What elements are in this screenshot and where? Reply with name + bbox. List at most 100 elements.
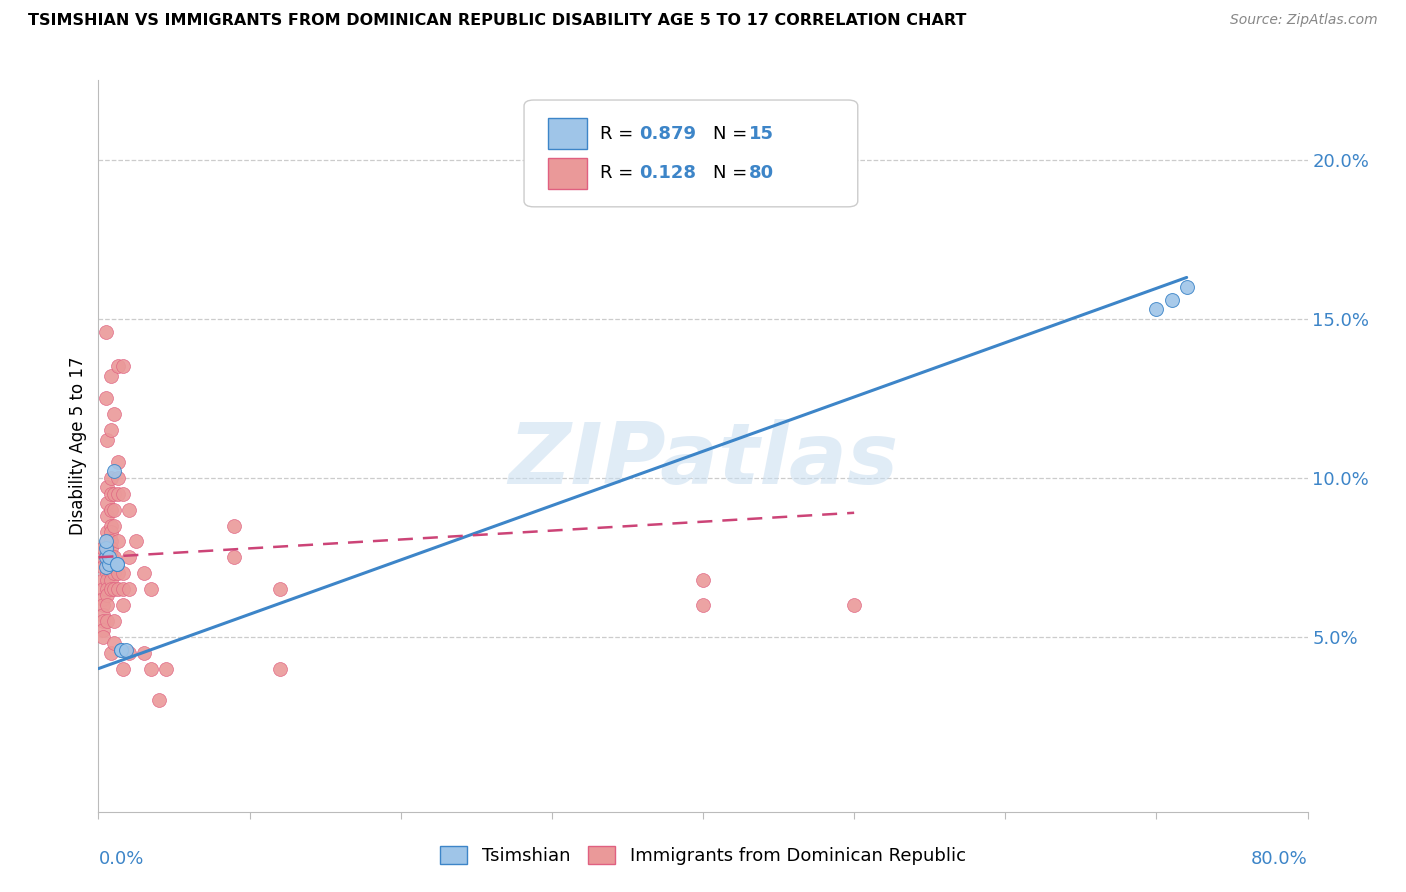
Point xyxy=(94,559,117,574)
Point xyxy=(111,486,134,500)
Point xyxy=(100,566,122,581)
Point xyxy=(110,642,132,657)
Point xyxy=(111,582,134,596)
Point xyxy=(110,642,132,657)
Point xyxy=(91,630,114,644)
Text: TSIMSHIAN VS IMMIGRANTS FROM DOMINICAN REPUBLIC DISABILITY AGE 5 TO 17 CORRELATI: TSIMSHIAN VS IMMIGRANTS FROM DOMINICAN R… xyxy=(28,13,966,29)
Point xyxy=(103,566,125,581)
Point xyxy=(100,646,122,660)
Point xyxy=(125,534,148,549)
Point xyxy=(100,502,122,516)
Text: 0.128: 0.128 xyxy=(638,164,696,182)
Point xyxy=(100,534,122,549)
Point xyxy=(107,471,129,485)
Y-axis label: Disability Age 5 to 17: Disability Age 5 to 17 xyxy=(69,357,87,535)
Point xyxy=(94,550,117,565)
Text: ZIPatlas: ZIPatlas xyxy=(508,419,898,502)
Point xyxy=(91,614,114,628)
Point xyxy=(96,508,118,523)
FancyBboxPatch shape xyxy=(548,119,586,149)
Point xyxy=(94,325,117,339)
Text: 0.0%: 0.0% xyxy=(98,850,143,868)
Point xyxy=(94,541,117,555)
Point xyxy=(100,486,122,500)
Point xyxy=(114,642,136,657)
Point xyxy=(91,582,114,596)
Point xyxy=(91,573,114,587)
Point xyxy=(103,486,125,500)
Point xyxy=(96,557,118,571)
Point xyxy=(100,524,122,539)
Point xyxy=(96,433,118,447)
Point xyxy=(1144,302,1167,317)
Point xyxy=(96,559,118,574)
Text: 80: 80 xyxy=(749,164,775,182)
Point xyxy=(141,582,163,596)
Point xyxy=(96,589,118,603)
Point xyxy=(103,582,125,596)
Point xyxy=(103,407,125,421)
Point xyxy=(100,550,122,565)
Point xyxy=(91,591,114,606)
Point xyxy=(118,550,141,565)
Point xyxy=(141,662,163,676)
Point xyxy=(105,557,128,571)
Point xyxy=(107,359,129,374)
Text: R =: R = xyxy=(600,164,640,182)
Point xyxy=(105,557,128,571)
Point xyxy=(103,614,125,628)
Point xyxy=(692,573,714,587)
Point xyxy=(224,550,246,565)
Point xyxy=(100,559,122,574)
Text: R =: R = xyxy=(600,125,640,143)
Point xyxy=(96,496,118,510)
Point xyxy=(132,566,155,581)
Point xyxy=(224,518,246,533)
Point xyxy=(844,598,866,612)
Point xyxy=(100,541,122,555)
Point xyxy=(111,566,134,581)
Point xyxy=(91,607,114,622)
Point xyxy=(94,534,117,549)
Point xyxy=(100,471,122,485)
Point xyxy=(100,518,122,533)
Point xyxy=(100,369,122,384)
Point xyxy=(107,455,129,469)
Point xyxy=(103,518,125,533)
Point xyxy=(96,582,118,596)
Point xyxy=(96,524,118,539)
Point xyxy=(91,550,114,565)
Point xyxy=(103,636,125,650)
Point xyxy=(96,534,118,549)
Text: N =: N = xyxy=(713,125,752,143)
Point xyxy=(107,486,129,500)
Point xyxy=(269,582,291,596)
Point xyxy=(107,582,129,596)
Point xyxy=(111,598,134,612)
Point xyxy=(132,646,155,660)
Point xyxy=(1160,293,1182,307)
Point xyxy=(103,550,125,565)
Point xyxy=(269,662,291,676)
Point xyxy=(148,693,170,707)
Legend: Tsimshian, Immigrants from Dominican Republic: Tsimshian, Immigrants from Dominican Rep… xyxy=(433,838,973,872)
Point xyxy=(111,359,134,374)
Text: 15: 15 xyxy=(749,125,773,143)
Point xyxy=(107,566,129,581)
Point xyxy=(100,573,122,587)
Point xyxy=(96,598,118,612)
Point xyxy=(96,614,118,628)
Point xyxy=(1175,280,1198,294)
Point xyxy=(103,502,125,516)
FancyBboxPatch shape xyxy=(524,100,858,207)
Point xyxy=(100,582,122,596)
Point xyxy=(111,662,134,676)
Point xyxy=(96,480,118,494)
Point xyxy=(91,541,114,555)
Point xyxy=(118,502,141,516)
Point xyxy=(100,423,122,437)
Point xyxy=(96,550,118,565)
Point xyxy=(98,550,121,565)
FancyBboxPatch shape xyxy=(548,158,586,188)
Point xyxy=(96,573,118,587)
